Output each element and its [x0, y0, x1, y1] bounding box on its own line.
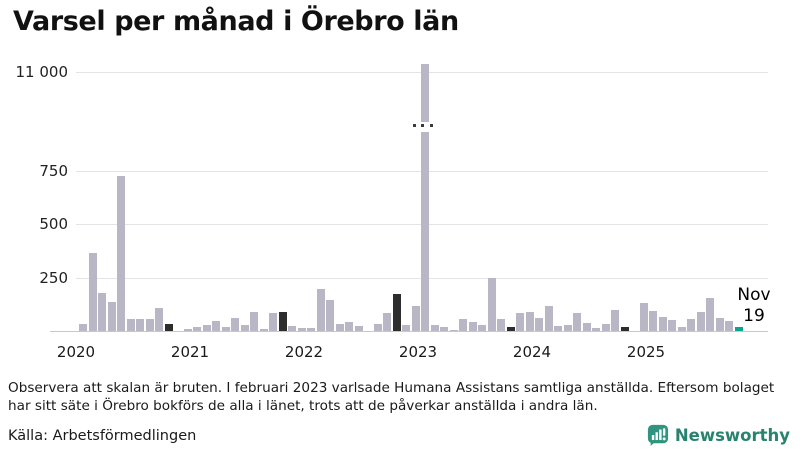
- bar-2023-01: [411, 306, 420, 331]
- bar-2023-02-upper: [421, 64, 429, 122]
- bar-2022-11: [392, 293, 401, 331]
- bar-2020-05: [107, 302, 116, 331]
- bar-2024-11: [620, 326, 629, 331]
- bar-2022-01: [297, 327, 306, 331]
- x-tick-label: 2025: [626, 343, 666, 361]
- bar-2021-06: [231, 318, 239, 331]
- bar-2022-12: [402, 324, 410, 331]
- footnote: Observera att skalan är bruten. I februa…: [8, 380, 775, 415]
- x-tick-label: 2021: [170, 343, 210, 361]
- bar-2024-03: [544, 306, 553, 331]
- bar-2024-05: [563, 324, 572, 331]
- y-tick-label: 500: [39, 215, 68, 234]
- bar-2022-06: [345, 321, 353, 331]
- bar-2024-09: [601, 323, 610, 331]
- bar-2023-12: [516, 313, 524, 331]
- axis-break-dot: [412, 123, 416, 127]
- x-tick-label: 2020: [56, 343, 96, 361]
- bar-2020-02: [79, 323, 87, 331]
- bar-2025-06: [687, 319, 695, 331]
- bar-2023-07: [468, 321, 477, 331]
- bar-2021-04: [212, 320, 220, 331]
- bar-2021-08: [250, 311, 258, 331]
- bar-2024-07: [582, 322, 591, 331]
- bar-2021-07: [240, 325, 249, 331]
- bar-2025-03: [658, 316, 667, 331]
- source-label: Källa: Arbetsförmedlingen: [8, 428, 197, 444]
- axis-break-dot: [421, 123, 424, 127]
- bar-2024-02: [535, 317, 543, 331]
- latest-value-annotation: Nov 19: [733, 285, 775, 327]
- bar-2021-12: [288, 326, 296, 331]
- newsworthy-logo[interactable]: Newsworthy: [647, 424, 790, 446]
- annotation-month-label: Nov: [737, 285, 771, 305]
- bar-2022-04: [326, 300, 334, 331]
- bar-2024-06: [573, 312, 581, 331]
- bar-2023-06: [459, 319, 467, 331]
- x-tick-label: 2023: [398, 343, 438, 361]
- y-tick-label: 11 000: [15, 63, 69, 81]
- bar-2025-10: [725, 320, 733, 331]
- bar-2023-10: [497, 318, 505, 331]
- bar-2022-02: [307, 328, 315, 331]
- x-tick-label: 2022: [284, 343, 324, 361]
- annotation-value-label: 19: [743, 306, 765, 326]
- bar-2020-07: [126, 319, 135, 331]
- bar-2021-05: [221, 326, 230, 331]
- bar-2020-09: [145, 319, 154, 331]
- bar-2024-01: [525, 312, 534, 331]
- bar-2021-11: [278, 311, 287, 331]
- bar-2024-10: [611, 309, 619, 331]
- bar-2025-11: [734, 326, 743, 331]
- bar-2022-05: [335, 323, 344, 331]
- bar-2020-03: [88, 253, 97, 331]
- bar-2021-01: [183, 328, 192, 331]
- bar-2025-07: [696, 312, 705, 331]
- bar-2021-10: [269, 312, 277, 331]
- bar-2022-09: [373, 323, 382, 331]
- bar-2023-11: [506, 327, 515, 331]
- bar-2023-02: [421, 132, 429, 331]
- bar-2022-03: [316, 289, 325, 331]
- bar-2024-04: [554, 326, 562, 331]
- bar-2023-03: [430, 325, 439, 331]
- bar-2025-08: [706, 297, 714, 331]
- bar-2022-07: [354, 326, 363, 331]
- bar-2020-10: [155, 307, 163, 331]
- bar-2020-06: [117, 176, 125, 331]
- bar-2020-08: [136, 319, 144, 331]
- bar-2022-10: [383, 312, 391, 331]
- bar-2023-05: [449, 329, 458, 331]
- y-tick-label: 250: [39, 268, 68, 287]
- x-tick-label: 2024: [512, 343, 552, 361]
- bar-2025-09: [715, 317, 724, 331]
- newsworthy-wordmark: Newsworthy: [674, 425, 790, 445]
- bar-2023-04: [440, 327, 448, 331]
- bar-2025-02: [649, 310, 657, 331]
- newsworthy-chart-bubble-icon: [647, 424, 668, 446]
- bar-2025-05: [677, 327, 686, 331]
- bar-2021-09: [259, 329, 268, 331]
- bar-2021-03: [202, 324, 211, 331]
- bar-2023-09: [487, 277, 496, 331]
- bar-2020-11: [164, 323, 173, 331]
- bar-2024-08: [592, 328, 600, 331]
- axis-break-dot: [429, 123, 433, 127]
- bar-2025-04: [668, 320, 676, 331]
- bar-2023-08: [478, 325, 486, 331]
- chart-title: Varsel per månad i Örebro län: [13, 6, 459, 37]
- x-axis-line: [50, 331, 768, 332]
- y-tick-label: 750: [39, 161, 68, 180]
- bar-2021-02: [193, 326, 201, 331]
- bar-2025-01: [639, 303, 648, 331]
- bar-2020-04: [98, 292, 106, 331]
